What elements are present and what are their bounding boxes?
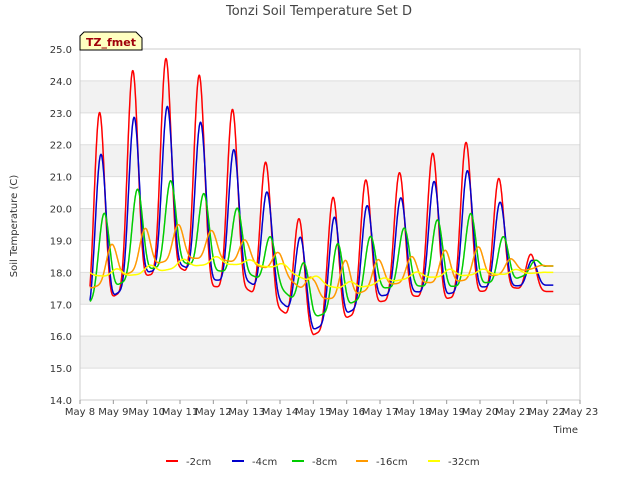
legend-label: -32cm <box>448 457 480 468</box>
y-axis-ticks: 14.0 15.0 16.0 17.0 18.0 19.0 20.0 21.0 22.0 23.0… <box>50 45 72 407</box>
x-tick-label: May 10 <box>128 407 165 418</box>
x-tick-label: May 19 <box>428 407 465 418</box>
y-tick-label: 19.0 <box>50 236 72 247</box>
legend-label: -8cm <box>312 457 337 468</box>
chart-title: Tonzi Soil Temperature Set D <box>225 4 412 19</box>
x-tick-label: May 16 <box>328 407 365 418</box>
legend: -2cm -4cm -8cm -16cm -32cm <box>166 457 480 468</box>
legend-label: -16cm <box>376 457 408 468</box>
y-tick-label: 15.0 <box>50 364 72 375</box>
y-tick-label: 24.0 <box>50 77 72 88</box>
y-axis-label: Soil Temperature (C) <box>9 175 20 278</box>
y-tick-label: 20.0 <box>50 205 72 216</box>
plot-frame <box>79 48 581 401</box>
plot-band <box>80 144 580 177</box>
x-tick-label: May 13 <box>228 407 265 418</box>
x-tick-label: May 15 <box>295 407 332 418</box>
x-tick-label: May 14 <box>262 407 299 418</box>
badge-label: TZ_fmet <box>86 36 136 49</box>
x-tick-label: May 22 <box>528 407 565 418</box>
x-tick-label: May 12 <box>195 407 232 418</box>
y-tick-label: 14.0 <box>50 396 72 407</box>
series-line-16cmcm <box>89 223 554 300</box>
y-tick-label: 17.0 <box>50 300 72 311</box>
x-axis-label: Time <box>553 425 578 436</box>
x-tick-label: May 17 <box>362 407 399 418</box>
series-line-8cmcm <box>89 179 554 317</box>
plot-band <box>80 336 580 369</box>
x-tick-label: May 20 <box>462 407 499 418</box>
y-tick-label: 18.0 <box>50 268 72 279</box>
y-tick-label: 23.0 <box>50 109 72 120</box>
y-tick-label: 16.0 <box>50 332 72 343</box>
x-tick-label: May 8 <box>65 407 95 418</box>
legend-label: -2cm <box>186 457 211 468</box>
x-tick-label: May 18 <box>395 407 432 418</box>
plot-band <box>80 80 580 113</box>
series-line-4cmcm <box>89 105 554 330</box>
x-tick-label: May 21 <box>495 407 532 418</box>
y-tick-label: 22.0 <box>50 141 72 152</box>
badge-box <box>79 31 143 51</box>
series-lines <box>89 57 554 336</box>
legend-label: -4cm <box>252 457 277 468</box>
y-tick-label: 25.0 <box>50 45 72 56</box>
x-tick-label: May 9 <box>98 407 128 418</box>
series-line-32cmcm <box>89 255 554 289</box>
y-tick-label: 21.0 <box>50 173 72 184</box>
x-tick-label: May 23 <box>562 407 599 418</box>
tz-fmet-badge: TZ_fmet <box>79 31 143 51</box>
x-tick-label: May 11 <box>162 407 199 418</box>
